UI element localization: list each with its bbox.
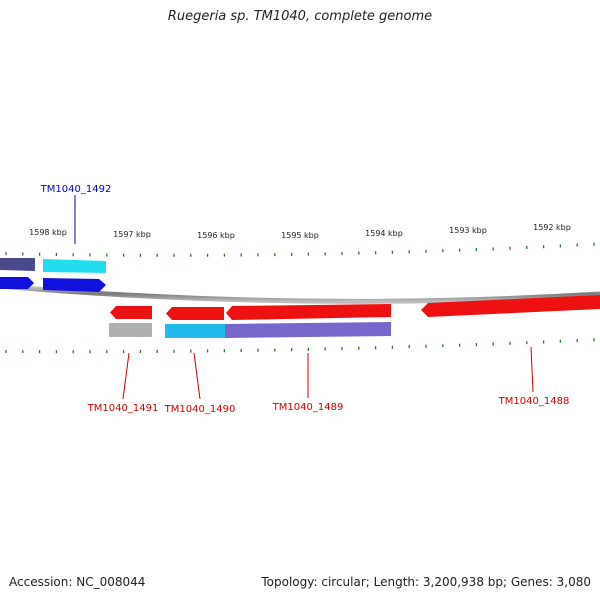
scale-label-1597: 1597 kbp [113, 230, 151, 239]
scale-label-1595: 1595 kbp [281, 231, 319, 240]
gene-tm1040-1493-arrow[interactable] [0, 277, 34, 289]
gene-tm1040-1491-cog-bar[interactable] [109, 323, 152, 337]
scale-label-1593: 1593 kbp [449, 226, 487, 235]
gene-tm1040-1492-arrow[interactable] [43, 278, 106, 292]
scale-label-1594: 1594 kbp [365, 229, 403, 238]
gene-tm1040-1488-arrow[interactable] [421, 295, 600, 317]
gene-tm1040-1489-cog-bar[interactable] [225, 322, 391, 338]
map-title: Ruegeria sp. TM1040, complete genome [167, 9, 433, 24]
gene-label-tm1040-1492[interactable]: TM1040_1492 [40, 184, 112, 195]
gene-label-tm1040-1491[interactable]: TM1040_1491 [87, 403, 159, 414]
scale-label-1596: 1596 kbp [197, 231, 235, 240]
gene-tm1040-1491-arrow[interactable] [110, 306, 152, 319]
gene-tm1040-1493-cog-bar[interactable] [0, 258, 35, 271]
callout-line-tm1040-1488 [530, 346, 534, 393]
gene-label-tm1040-1489[interactable]: TM1040_1489 [272, 402, 344, 413]
gene-label-tm1040-1488[interactable]: TM1040_1488 [498, 396, 570, 407]
gene-label-tm1040-1490[interactable]: TM1040_1490 [164, 404, 236, 415]
scale-label-1598: 1598 kbp [29, 228, 67, 237]
gene-tm1040-1489-arrow[interactable] [226, 304, 391, 320]
gene-tm1040-1490-arrow[interactable] [166, 307, 224, 320]
upper-scale-ticks [5, 242, 595, 257]
gene-tm1040-1490-cog-bar[interactable] [165, 324, 225, 338]
genome-backbone [0, 283, 600, 304]
callout-line-tm1040-1490 [193, 352, 201, 400]
genome-summary: Topology: circular; Length: 3,200,938 bp… [261, 575, 591, 589]
accession-label: Accession: NC_008044 [9, 575, 146, 589]
callout-line-tm1040-1491 [122, 352, 130, 400]
gene-tm1040-1492-cog-bar[interactable] [43, 259, 106, 273]
lower-scale-ticks [5, 338, 595, 354]
scale-label-1592: 1592 kbp [533, 223, 571, 232]
